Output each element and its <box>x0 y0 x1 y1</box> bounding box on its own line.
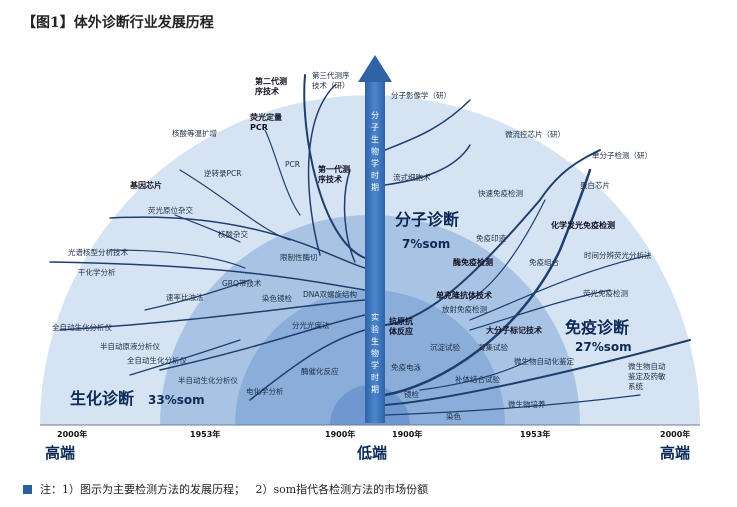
branch-label: 补体结合试验 <box>455 374 500 384</box>
vertical-label-top: 分子生物学时期 <box>371 111 379 192</box>
branch-label: 快速免疫检测 <box>478 188 523 198</box>
branch-label: 抗原抗体反应 <box>389 316 413 336</box>
mol-segment-share: 7%som <box>402 237 450 251</box>
axis-right-label: 高端 <box>660 444 690 462</box>
branch-label: 蛋白芯片 <box>580 180 610 190</box>
branch-label: 单分子检测（研） <box>592 150 652 160</box>
branch-label: 微生物自动鉴定及药敏系统 <box>628 361 666 391</box>
branch-label: 全自动生化分析仪 <box>127 355 187 365</box>
branch-label: 染色镜检 <box>262 293 292 303</box>
left-labels: 第二代测序技术 第三代测序技术（研） 荧光定量 PCR 核酸等温扩增 PCR 逆转录PCR 基… <box>52 70 358 396</box>
branch-label: PCR <box>285 160 300 169</box>
figure-title: 【图1】体外诊断行业发展历程 <box>22 15 214 31</box>
branch-label: 微流控芯片（研） <box>505 129 565 139</box>
branch-label: 微生物培养 <box>508 399 546 409</box>
branch-label: 分子影像学（研） <box>391 90 451 100</box>
axis-right-year: 2000年 <box>660 429 690 439</box>
branch-label: 荧光免疫检测 <box>583 288 628 298</box>
axis-center-right-year: 1900年 <box>392 429 422 439</box>
axis-center-left-year: 1900年 <box>325 429 355 439</box>
branch-label: 干化学分析 <box>78 267 116 277</box>
right-branches <box>383 99 691 416</box>
branch-label: 大分子标记技术 <box>486 325 542 335</box>
vertical-label-bottom: 实验生物学时期 <box>371 312 379 394</box>
branch-label: 化学发光免疫检测 <box>551 220 615 230</box>
axis-center-label: 低端 <box>356 444 387 462</box>
branch-label: 半自动生化分析仪 <box>178 375 238 385</box>
branch-label: 电化学分析 <box>246 386 284 396</box>
branch-label: 逆转录PCR <box>204 168 241 178</box>
branch-label: 光谱核型分析技术 <box>68 247 128 257</box>
axis-mid-left-year: 1953年 <box>190 429 220 439</box>
mol-segment-name: 分子诊断 <box>395 210 459 229</box>
branch-label: 第三代测序技术（研） <box>312 70 350 90</box>
central-arrow <box>358 55 392 423</box>
axis-left-label: 高端 <box>45 444 75 462</box>
left-branches <box>49 74 366 401</box>
branch-label: 放射免疫检测 <box>442 304 487 314</box>
branch-label: 速率比浊法 <box>166 292 204 302</box>
branch-label: 免疫电泳 <box>391 362 421 372</box>
bio-segment-share: 33%som <box>148 393 205 407</box>
branch-label: 半自动原液分析仪 <box>100 341 160 351</box>
branch-label: 微生物自动化鉴定 <box>514 356 574 366</box>
branch-label: 荧光定量 PCR <box>250 112 282 132</box>
branch-label: 核酸等温扩增 <box>172 128 217 138</box>
branch-label: 沉淀试验 <box>430 342 460 352</box>
imm-segment-name: 免疫诊断 <box>565 318 629 337</box>
branch-label: 酶催化反应 <box>301 366 339 376</box>
branch-label: 染色 <box>446 411 461 421</box>
branch-label: 流式细胞术 <box>393 172 431 182</box>
footnote: 注：1）图示为主要检测方法的发展历程； 2）som指代各检测方法的市场份额 <box>40 483 429 496</box>
branch-label: 分光光度法 <box>292 320 330 330</box>
branch-label: 第一代测序技术 <box>318 164 350 184</box>
branch-label: 基因芯片 <box>129 180 162 190</box>
right-labels: 分子影像学（研） 流式细胞术 微流控芯片（研） 单分子检测（研） 蛋白芯片快速免疫检测化… <box>389 90 666 421</box>
branch-label: 限制性酶切 <box>280 252 318 262</box>
branch-label: 镜检 <box>404 389 419 399</box>
branch-label: DNA双螺旋结构 <box>303 289 358 299</box>
branch-label: 酶免疫检测 <box>453 257 493 267</box>
branch-label: 核酸杂交 <box>218 229 248 239</box>
branch-label: 荧光原位杂交 <box>148 205 193 215</box>
branch-label: 凝集试验 <box>478 342 508 352</box>
branch-label: 全自动生化分析仪 <box>52 322 112 332</box>
note-marker <box>23 485 32 494</box>
branch-label: 免疫组合 <box>529 257 559 267</box>
bio-segment-name: 生化诊断 <box>70 389 134 408</box>
branch-label: 单克隆抗体技术 <box>436 290 492 300</box>
axis-left-year: 2000年 <box>57 429 87 439</box>
branch-label: 免疫印迹 <box>476 233 506 243</box>
axis-mid-right-year: 1953年 <box>520 429 550 439</box>
branch-label: GRQ带技术 <box>222 278 262 288</box>
branch-label: 第二代测序技术 <box>255 76 287 96</box>
branch-label: 时间分辨荧光分析法 <box>584 250 652 260</box>
vertical-bottom-text: 实验生物学时期 <box>371 312 379 394</box>
imm-segment-share: 27%som <box>575 340 632 354</box>
vertical-top-text: 分子生物学时期 <box>371 111 379 192</box>
